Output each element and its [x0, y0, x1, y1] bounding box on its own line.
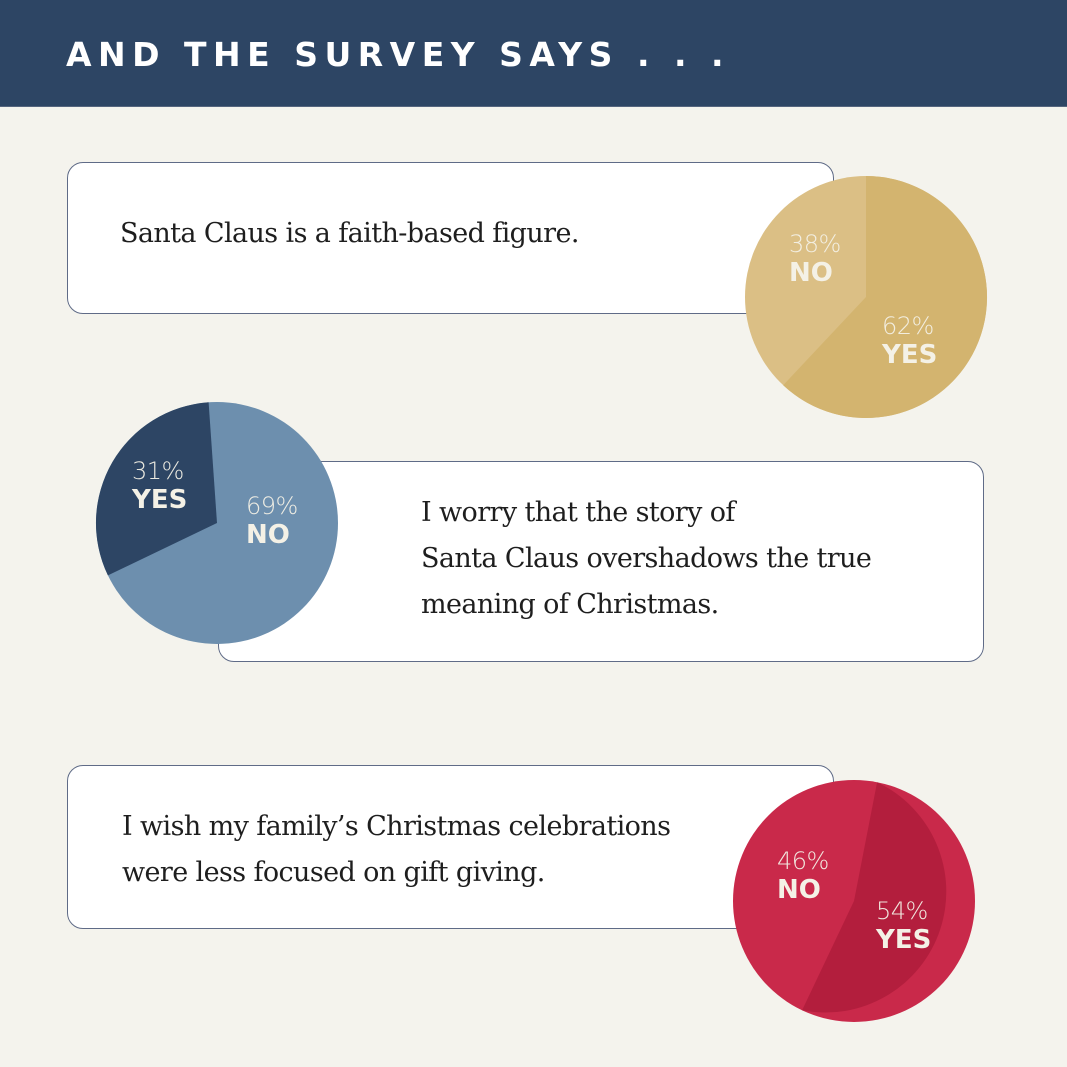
yes-label: YES: [876, 925, 932, 955]
question-card-2: I worry that the story of Santa Claus ov…: [218, 461, 984, 662]
no-percentage: 38%: [789, 230, 841, 258]
no-label: NO: [246, 520, 290, 550]
pie-label-yes: 62% YES: [882, 314, 937, 368]
yes-percentage: 31%: [132, 457, 184, 485]
pie-slice-yes: [802, 782, 947, 1013]
question-statement-3: I wish my family’s Christmas celebration…: [122, 804, 671, 896]
header-banner: AND THE SURVEY SAYS . . .: [0, 0, 1067, 107]
no-label: NO: [777, 875, 821, 905]
statement-line: Santa Claus overshadows the true: [421, 543, 872, 574]
yes-percentage: 54%: [876, 897, 928, 925]
pie-chart-graphic: [745, 176, 988, 418]
question-card-3: I wish my family’s Christmas celebration…: [67, 765, 834, 929]
question-card-1: Santa Claus is a faith-based figure.: [67, 162, 834, 314]
pie-label-yes: 54% YES: [876, 899, 931, 953]
pie-chart-1: 38% NO 62% YES: [744, 175, 988, 419]
yes-percentage: 62%: [882, 312, 934, 340]
pie-chart-graphic: [95, 402, 338, 644]
statement-line: meaning of Christmas.: [421, 589, 719, 620]
statement-line: were less focused on gift giving.: [122, 857, 545, 888]
no-percentage: 69%: [246, 492, 298, 520]
statement-line: I worry that the story of: [421, 497, 735, 528]
pie-label-no: 38% NO: [789, 232, 841, 286]
question-statement-1: Santa Claus is a faith-based figure.: [120, 211, 579, 257]
yes-label: YES: [132, 485, 188, 515]
pie-label-no: 69% NO: [246, 494, 298, 548]
pie-label-yes: 31% YES: [132, 459, 187, 513]
pie-slice-yes: [95, 402, 217, 576]
statement-line: Santa Claus is a faith-based figure.: [120, 218, 579, 249]
pie-chart-graphic: [733, 780, 975, 1022]
no-percentage: 46%: [777, 847, 829, 875]
pie-chart-2: 31% YES 69% NO: [95, 401, 339, 645]
pie-chart-3: 46% NO 54% YES: [732, 779, 976, 1023]
pie-label-no: 46% NO: [777, 849, 829, 903]
question-statement-2: I worry that the story of Santa Claus ov…: [421, 490, 872, 628]
statement-line: I wish my family’s Christmas celebration…: [122, 811, 671, 842]
yes-label: YES: [882, 340, 938, 370]
pie-slice-yes: [783, 176, 988, 418]
no-label: NO: [789, 258, 833, 288]
page-title: AND THE SURVEY SAYS . . .: [66, 35, 731, 74]
